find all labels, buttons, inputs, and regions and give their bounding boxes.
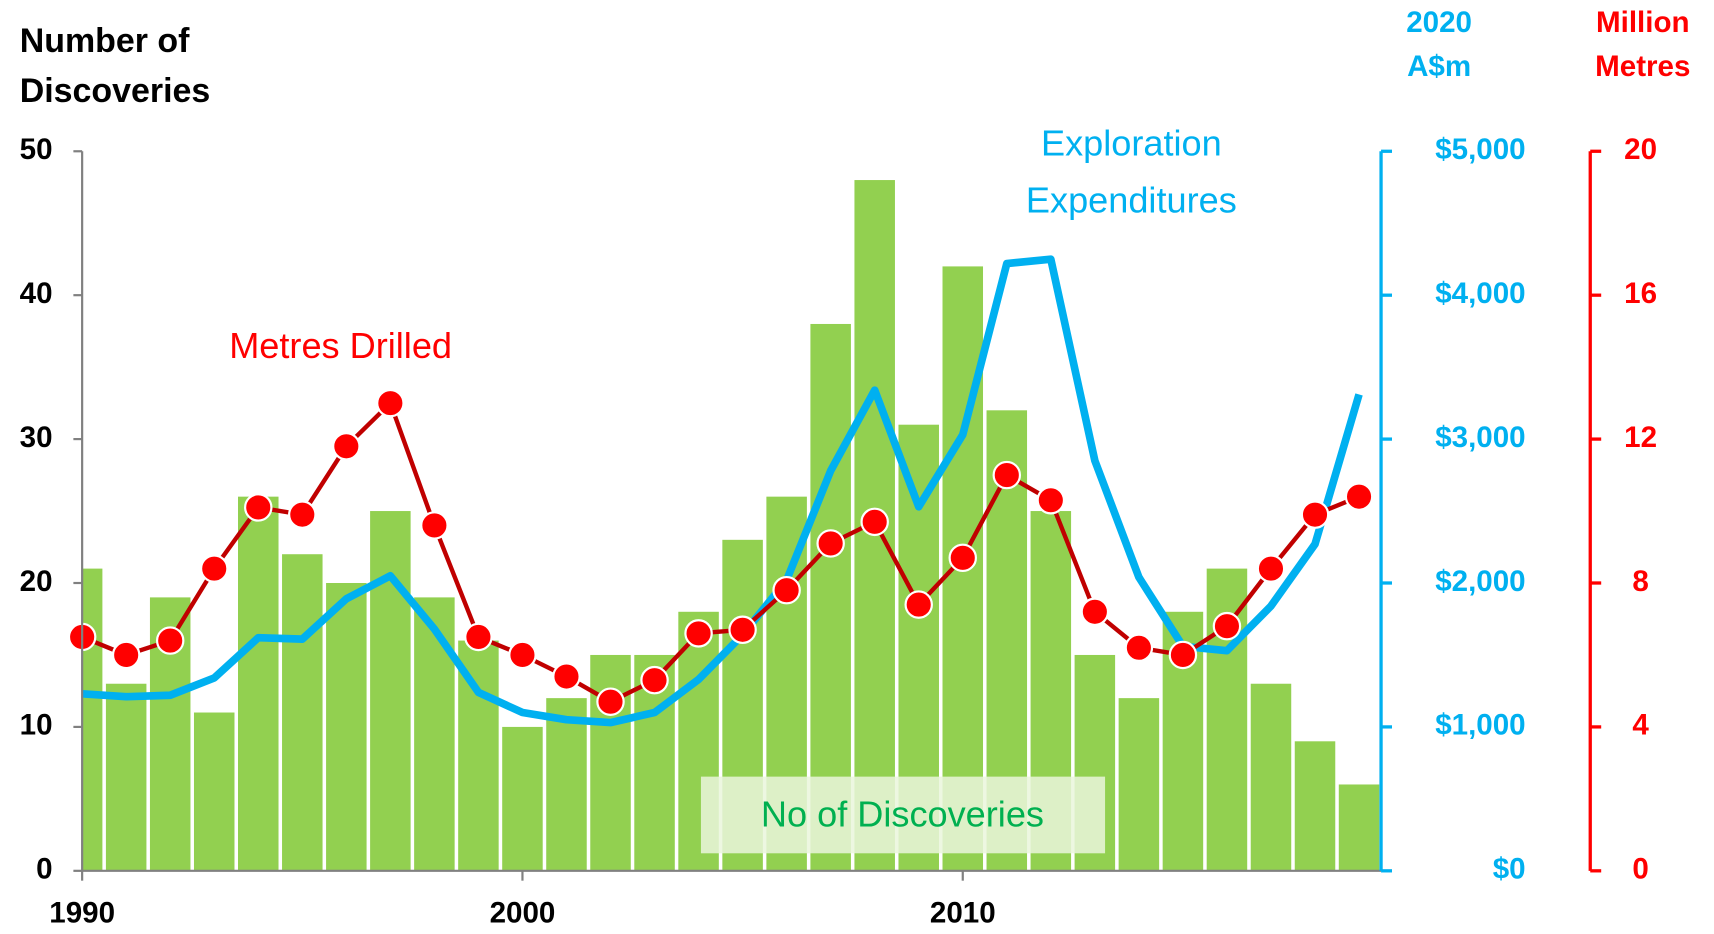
line bbox=[81, 255, 1363, 727]
marker bbox=[420, 511, 449, 540]
bar bbox=[1338, 784, 1380, 871]
marker bbox=[860, 507, 889, 537]
y2-tick-label: $4,000 bbox=[1435, 277, 1525, 310]
marker bbox=[332, 432, 361, 461]
marker bbox=[772, 575, 801, 605]
y2-title: 2020 bbox=[1406, 6, 1472, 39]
marker bbox=[992, 460, 1022, 490]
marker bbox=[1080, 597, 1110, 627]
y2-tick-label: $1,000 bbox=[1435, 709, 1525, 742]
discoveries-annotation: No of Discoveries bbox=[761, 794, 1044, 835]
y3-title: Million bbox=[1596, 6, 1690, 39]
marker bbox=[111, 640, 141, 670]
y-tick-label: 30 bbox=[20, 421, 53, 454]
bar bbox=[238, 496, 279, 871]
y3-tick-label: 16 bbox=[1624, 277, 1657, 310]
marker bbox=[948, 543, 977, 573]
marker bbox=[199, 554, 229, 583]
marker bbox=[508, 640, 537, 670]
y-tick-label: 0 bbox=[36, 853, 52, 886]
bar bbox=[282, 554, 323, 871]
bars bbox=[82, 180, 1380, 871]
y-title: Number of bbox=[20, 22, 190, 60]
marker bbox=[376, 388, 405, 418]
y3-tick-label: 4 bbox=[1632, 709, 1649, 742]
y-tick-label: 20 bbox=[20, 565, 53, 598]
marker bbox=[552, 662, 581, 691]
y3-tick-label: 8 bbox=[1632, 565, 1648, 598]
marker bbox=[1124, 633, 1154, 662]
marker bbox=[684, 619, 713, 648]
bar bbox=[193, 712, 235, 871]
y3-tick-label: 20 bbox=[1624, 133, 1657, 166]
marker bbox=[816, 529, 845, 558]
marker bbox=[1300, 500, 1330, 529]
x-tick-label: 2000 bbox=[490, 896, 556, 929]
marker bbox=[596, 687, 625, 716]
y-title: Discoveries bbox=[20, 72, 211, 110]
expenditure-annotation: Exploration bbox=[1041, 122, 1222, 163]
bar bbox=[105, 683, 147, 871]
y-tick-label: 50 bbox=[20, 133, 53, 166]
marker bbox=[1168, 640, 1198, 670]
expenditure-annotation: Expenditures bbox=[1026, 179, 1237, 220]
y-tick-label: 40 bbox=[20, 277, 53, 310]
y3-title: Metres bbox=[1595, 50, 1690, 83]
marker bbox=[728, 615, 757, 645]
y2-tick-label: $3,000 bbox=[1435, 421, 1525, 454]
marker bbox=[464, 622, 493, 652]
bar bbox=[590, 654, 631, 871]
annotation-box bbox=[700, 776, 1106, 854]
y2-tick-label: $0 bbox=[1493, 853, 1526, 886]
marker bbox=[1036, 486, 1066, 515]
marker bbox=[904, 590, 933, 619]
marker bbox=[1212, 611, 1242, 641]
bar bbox=[1250, 683, 1292, 871]
bar bbox=[1118, 698, 1160, 871]
y2-tick-label: $2,000 bbox=[1435, 565, 1525, 598]
marker bbox=[640, 665, 669, 695]
marker bbox=[1256, 554, 1286, 583]
x-tick-label: 1990 bbox=[49, 896, 115, 929]
x-tick-label: 2010 bbox=[930, 896, 996, 929]
y2-tick-label: $5,000 bbox=[1435, 133, 1525, 166]
bar bbox=[370, 511, 411, 871]
marker bbox=[288, 500, 317, 529]
marker bbox=[1344, 482, 1374, 511]
bar bbox=[326, 583, 367, 871]
bar bbox=[502, 726, 543, 871]
bar bbox=[1294, 741, 1336, 871]
marker bbox=[244, 493, 273, 522]
bar bbox=[546, 698, 587, 871]
marker bbox=[155, 626, 185, 655]
y-tick-label: 10 bbox=[20, 709, 53, 742]
y2-title: A$m bbox=[1407, 50, 1471, 83]
y3-tick-label: 12 bbox=[1624, 421, 1657, 454]
bar bbox=[414, 597, 455, 871]
metres-annotation: Metres Drilled bbox=[229, 325, 452, 366]
y3-tick-label: 0 bbox=[1632, 853, 1648, 886]
